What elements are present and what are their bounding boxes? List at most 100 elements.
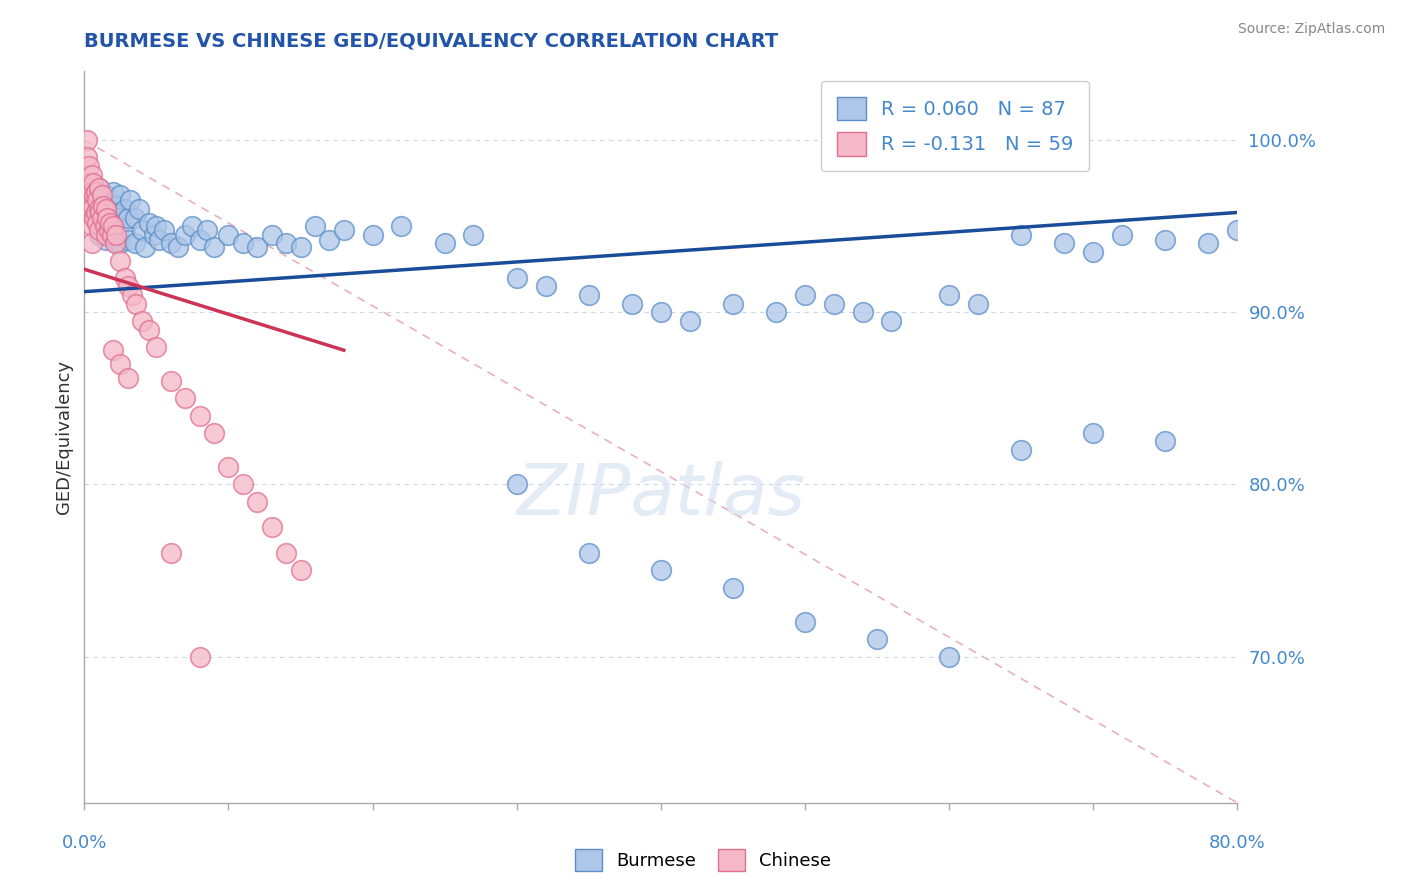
Point [1053,236,1076,251]
Point [94,227,117,242]
Point [77,159,100,173]
Point [276,546,298,560]
Point [506,477,529,491]
Point [621,296,644,310]
Point [117,370,139,384]
Point [188,409,211,423]
Point [103,343,124,358]
Point [134,240,156,254]
Point [103,227,124,242]
Point [721,581,744,595]
Point [232,477,254,491]
Point [121,288,143,302]
Point [124,236,146,251]
Point [138,322,160,336]
Point [94,188,117,202]
Point [80,202,103,216]
Point [721,296,744,310]
Text: ZIPatlas: ZIPatlas [516,461,806,530]
Y-axis label: GED/Equivalency: GED/Equivalency [55,360,73,514]
Point [202,240,225,254]
Point [578,288,600,302]
Point [114,223,136,237]
Point [361,227,384,242]
Point [1198,236,1220,251]
Point [86,194,108,208]
Point [148,233,170,247]
Point [98,194,121,208]
Point [1226,223,1249,237]
Point [80,202,103,216]
Point [167,240,190,254]
Point [880,314,903,328]
Point [188,233,211,247]
Point [1083,245,1105,260]
Point [105,198,128,212]
Point [94,202,117,216]
Legend: Burmese, Chinese: Burmese, Chinese [568,842,838,879]
Point [578,546,600,560]
Text: 0.0%: 0.0% [62,834,107,852]
Point [97,223,120,237]
Point [679,314,702,328]
Point [84,188,107,202]
Point [333,223,356,237]
Point [83,188,105,202]
Point [131,314,153,328]
Point [506,271,529,285]
Point [93,219,115,234]
Point [145,219,167,234]
Point [1010,227,1032,242]
Point [1083,425,1105,440]
Point [110,357,132,371]
Point [80,219,103,234]
Point [104,236,127,251]
Point [160,236,183,251]
Point [852,305,875,319]
Point [98,216,121,230]
Point [131,223,153,237]
Point [80,185,103,199]
Point [534,279,557,293]
Point [96,211,118,225]
Point [967,296,990,310]
Point [76,150,98,164]
Point [304,219,326,234]
Point [128,202,150,216]
Point [117,211,139,225]
Point [246,240,269,254]
Point [218,460,240,475]
Point [142,227,165,242]
Point [433,236,456,251]
Point [87,181,110,195]
Point [1154,233,1177,247]
Point [84,185,107,199]
Point [83,211,105,225]
Point [80,168,103,182]
Point [87,223,110,237]
Point [90,219,112,234]
Point [90,211,112,225]
Point [260,520,283,534]
Point [125,296,148,310]
Point [124,211,146,225]
Point [866,632,889,647]
Point [76,133,98,147]
Point [1010,442,1032,457]
Point [138,216,160,230]
Point [94,211,117,225]
Point [218,227,240,242]
Point [152,223,174,237]
Point [87,202,110,216]
Point [794,288,817,302]
Point [318,233,340,247]
Point [650,305,672,319]
Point [110,188,132,202]
Point [160,374,183,388]
Point [90,198,112,212]
Point [145,340,167,354]
Point [79,194,101,208]
Point [290,240,312,254]
Point [202,425,225,440]
Point [87,205,110,219]
